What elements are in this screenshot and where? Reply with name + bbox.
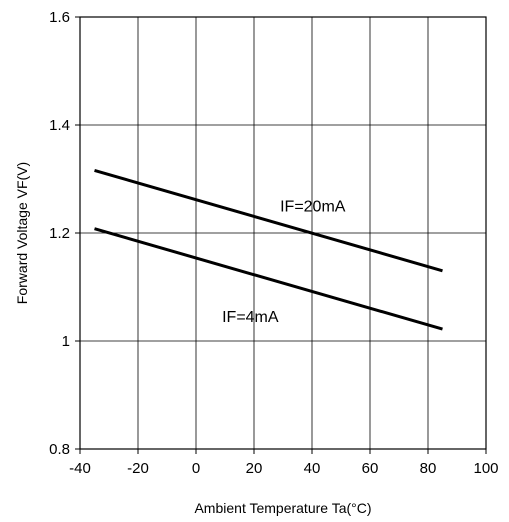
tick-labels: -40 -20 0 20 40 60 80 100 0.8 1 1.2 1.4 1.6 [49,9,498,477]
x-axis-title: Ambient Temperature Ta(°C) [194,500,371,516]
annotations: IF=20mA IF=4mA [222,198,346,326]
series-annotation-label: IF=4mA [222,309,279,326]
series-annotation-label: IF=20mA [280,198,346,215]
x-tick-label: 0 [192,460,200,477]
y-tick-label: 1.6 [49,9,70,26]
x-tick-label: 80 [420,460,437,477]
y-tick-label: 1 [62,333,70,350]
y-tick-label: 1.4 [49,117,70,134]
y-tick-label: 0.8 [49,441,70,458]
x-tick-label: 40 [304,460,321,477]
x-tick-label: 20 [246,460,263,477]
series-line [94,227,443,331]
x-tick-label: 60 [362,460,379,477]
x-tick-label: 100 [473,460,498,477]
grid-lines [80,17,486,449]
y-axis-title: Forward Voltage VF(V) [14,162,30,304]
x-tick-label: -40 [69,460,91,477]
y-tick-label: 1.2 [49,225,70,242]
x-tick-label: -20 [127,460,149,477]
series-line [94,168,443,273]
series-group [94,168,443,331]
